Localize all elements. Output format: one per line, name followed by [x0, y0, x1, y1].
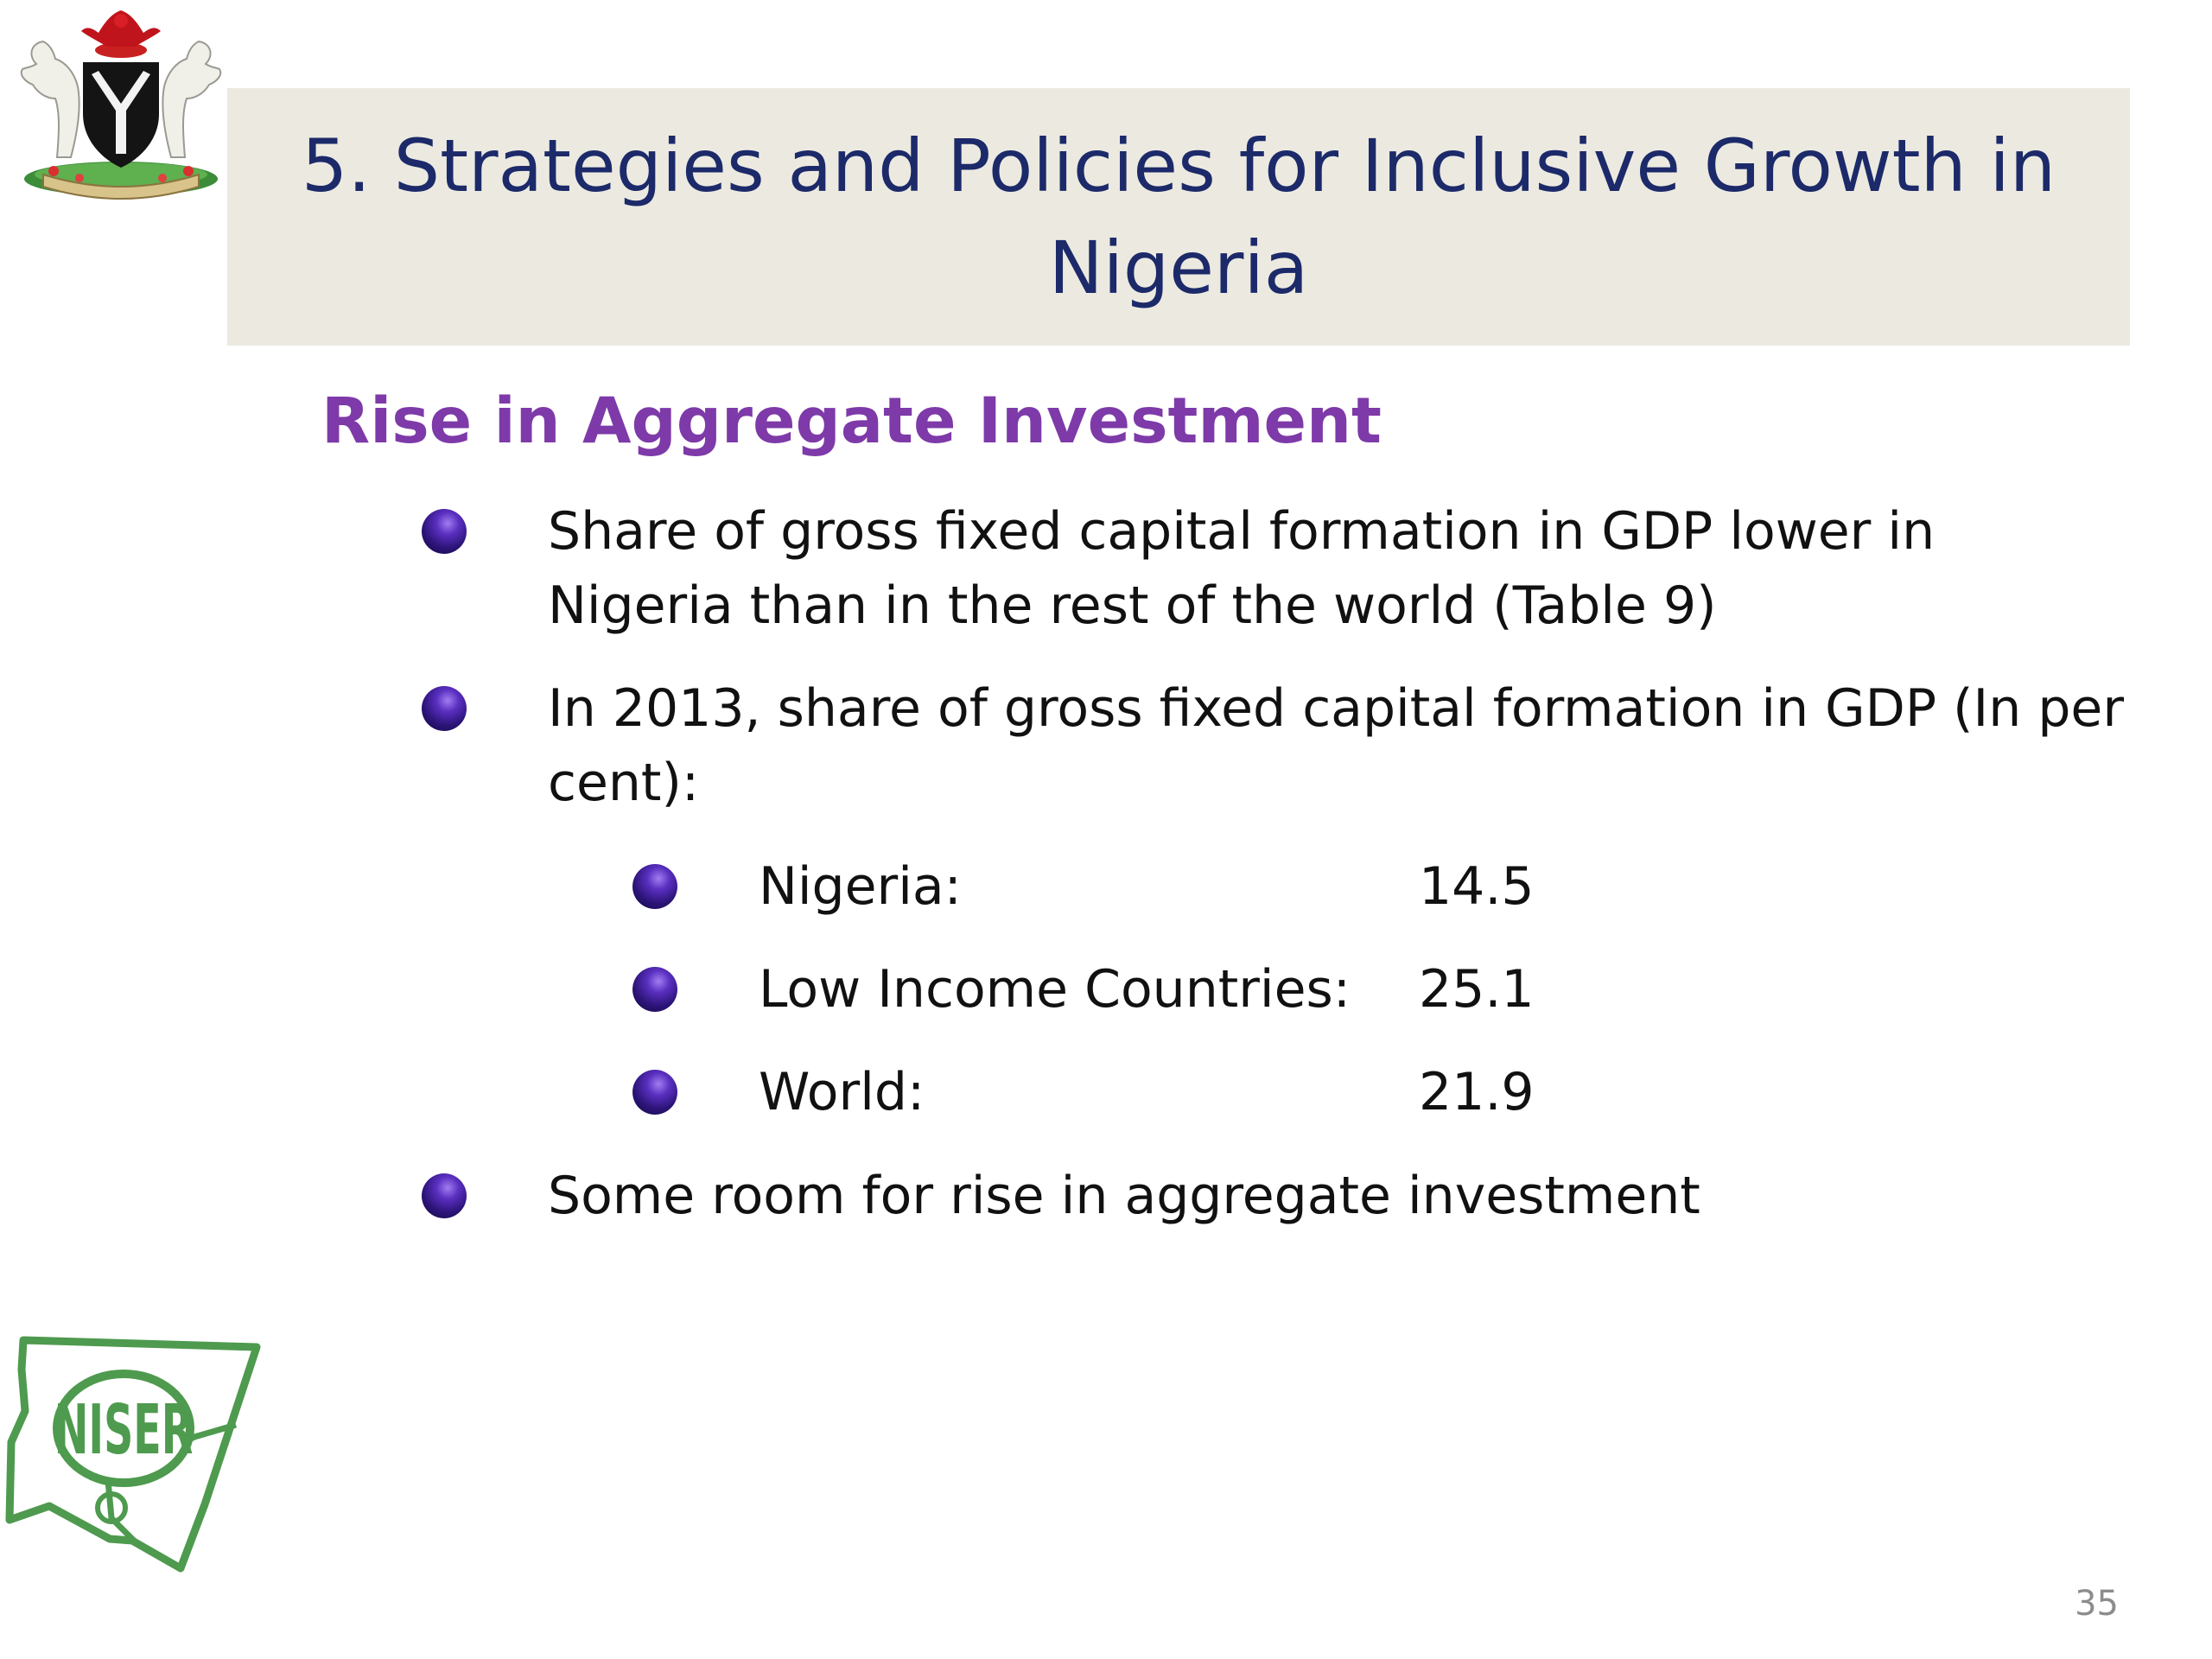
coat-of-arms-logo — [20, 10, 222, 200]
sub-bullet-label: Low Income Countries: — [759, 959, 1351, 1020]
bullet-text-line: Share of gross fixed capital formation i… — [548, 501, 1936, 562]
sub-bullet-value: 21.9 — [1419, 1062, 1535, 1122]
sub-bullet-label: Nigeria: — [759, 856, 962, 917]
sub-bullet-label: World: — [759, 1062, 925, 1122]
page-number: 35 — [2075, 1584, 2119, 1624]
bullet-text-line: Nigeria than in the rest of the world (T… — [548, 575, 1717, 636]
niser-logo: NISER — [5, 1336, 261, 1573]
section-subheading: Rise in Aggregate Investment — [321, 385, 1382, 458]
slide-title-line-1: 5. Strategies and Policies for Inclusive… — [301, 124, 2056, 208]
sub-bullet-value: 14.5 — [1419, 856, 1535, 917]
bullet-text-line: In 2013, share of gross fixed capital fo… — [548, 678, 2124, 739]
bullet-text-line: cent): — [548, 753, 700, 813]
sub-bullet-value: 25.1 — [1419, 959, 1535, 1020]
bullet-text-line: Some room for rise in aggregate investme… — [548, 1166, 1700, 1226]
slide-title-line-2: Nigeria — [1048, 226, 1309, 310]
bullet-dot-icon — [422, 509, 467, 554]
niser-logo-text: NISER — [54, 1390, 194, 1470]
bullet-dot-icon — [422, 1173, 467, 1218]
sub-bullet-dot-icon — [632, 967, 677, 1012]
bullet-dot-icon — [422, 686, 467, 731]
title-banner: 5. Strategies and Policies for Inclusive… — [227, 88, 2130, 346]
sub-bullet-dot-icon — [632, 1070, 677, 1115]
sub-bullet-dot-icon — [632, 864, 677, 909]
